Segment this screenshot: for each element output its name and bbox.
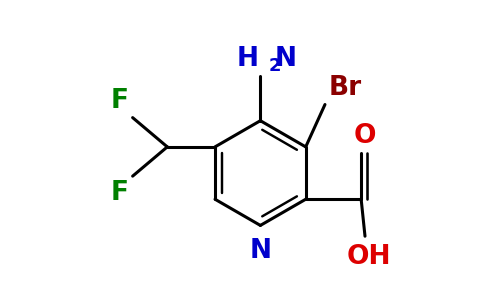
Text: O: O <box>354 123 376 149</box>
Text: N: N <box>249 238 272 264</box>
Text: F: F <box>111 88 129 114</box>
Text: OH: OH <box>347 244 391 270</box>
Text: 2: 2 <box>269 57 281 75</box>
Text: F: F <box>111 180 129 206</box>
Text: N: N <box>274 46 296 72</box>
Text: Br: Br <box>329 75 362 101</box>
Text: H: H <box>237 46 259 72</box>
